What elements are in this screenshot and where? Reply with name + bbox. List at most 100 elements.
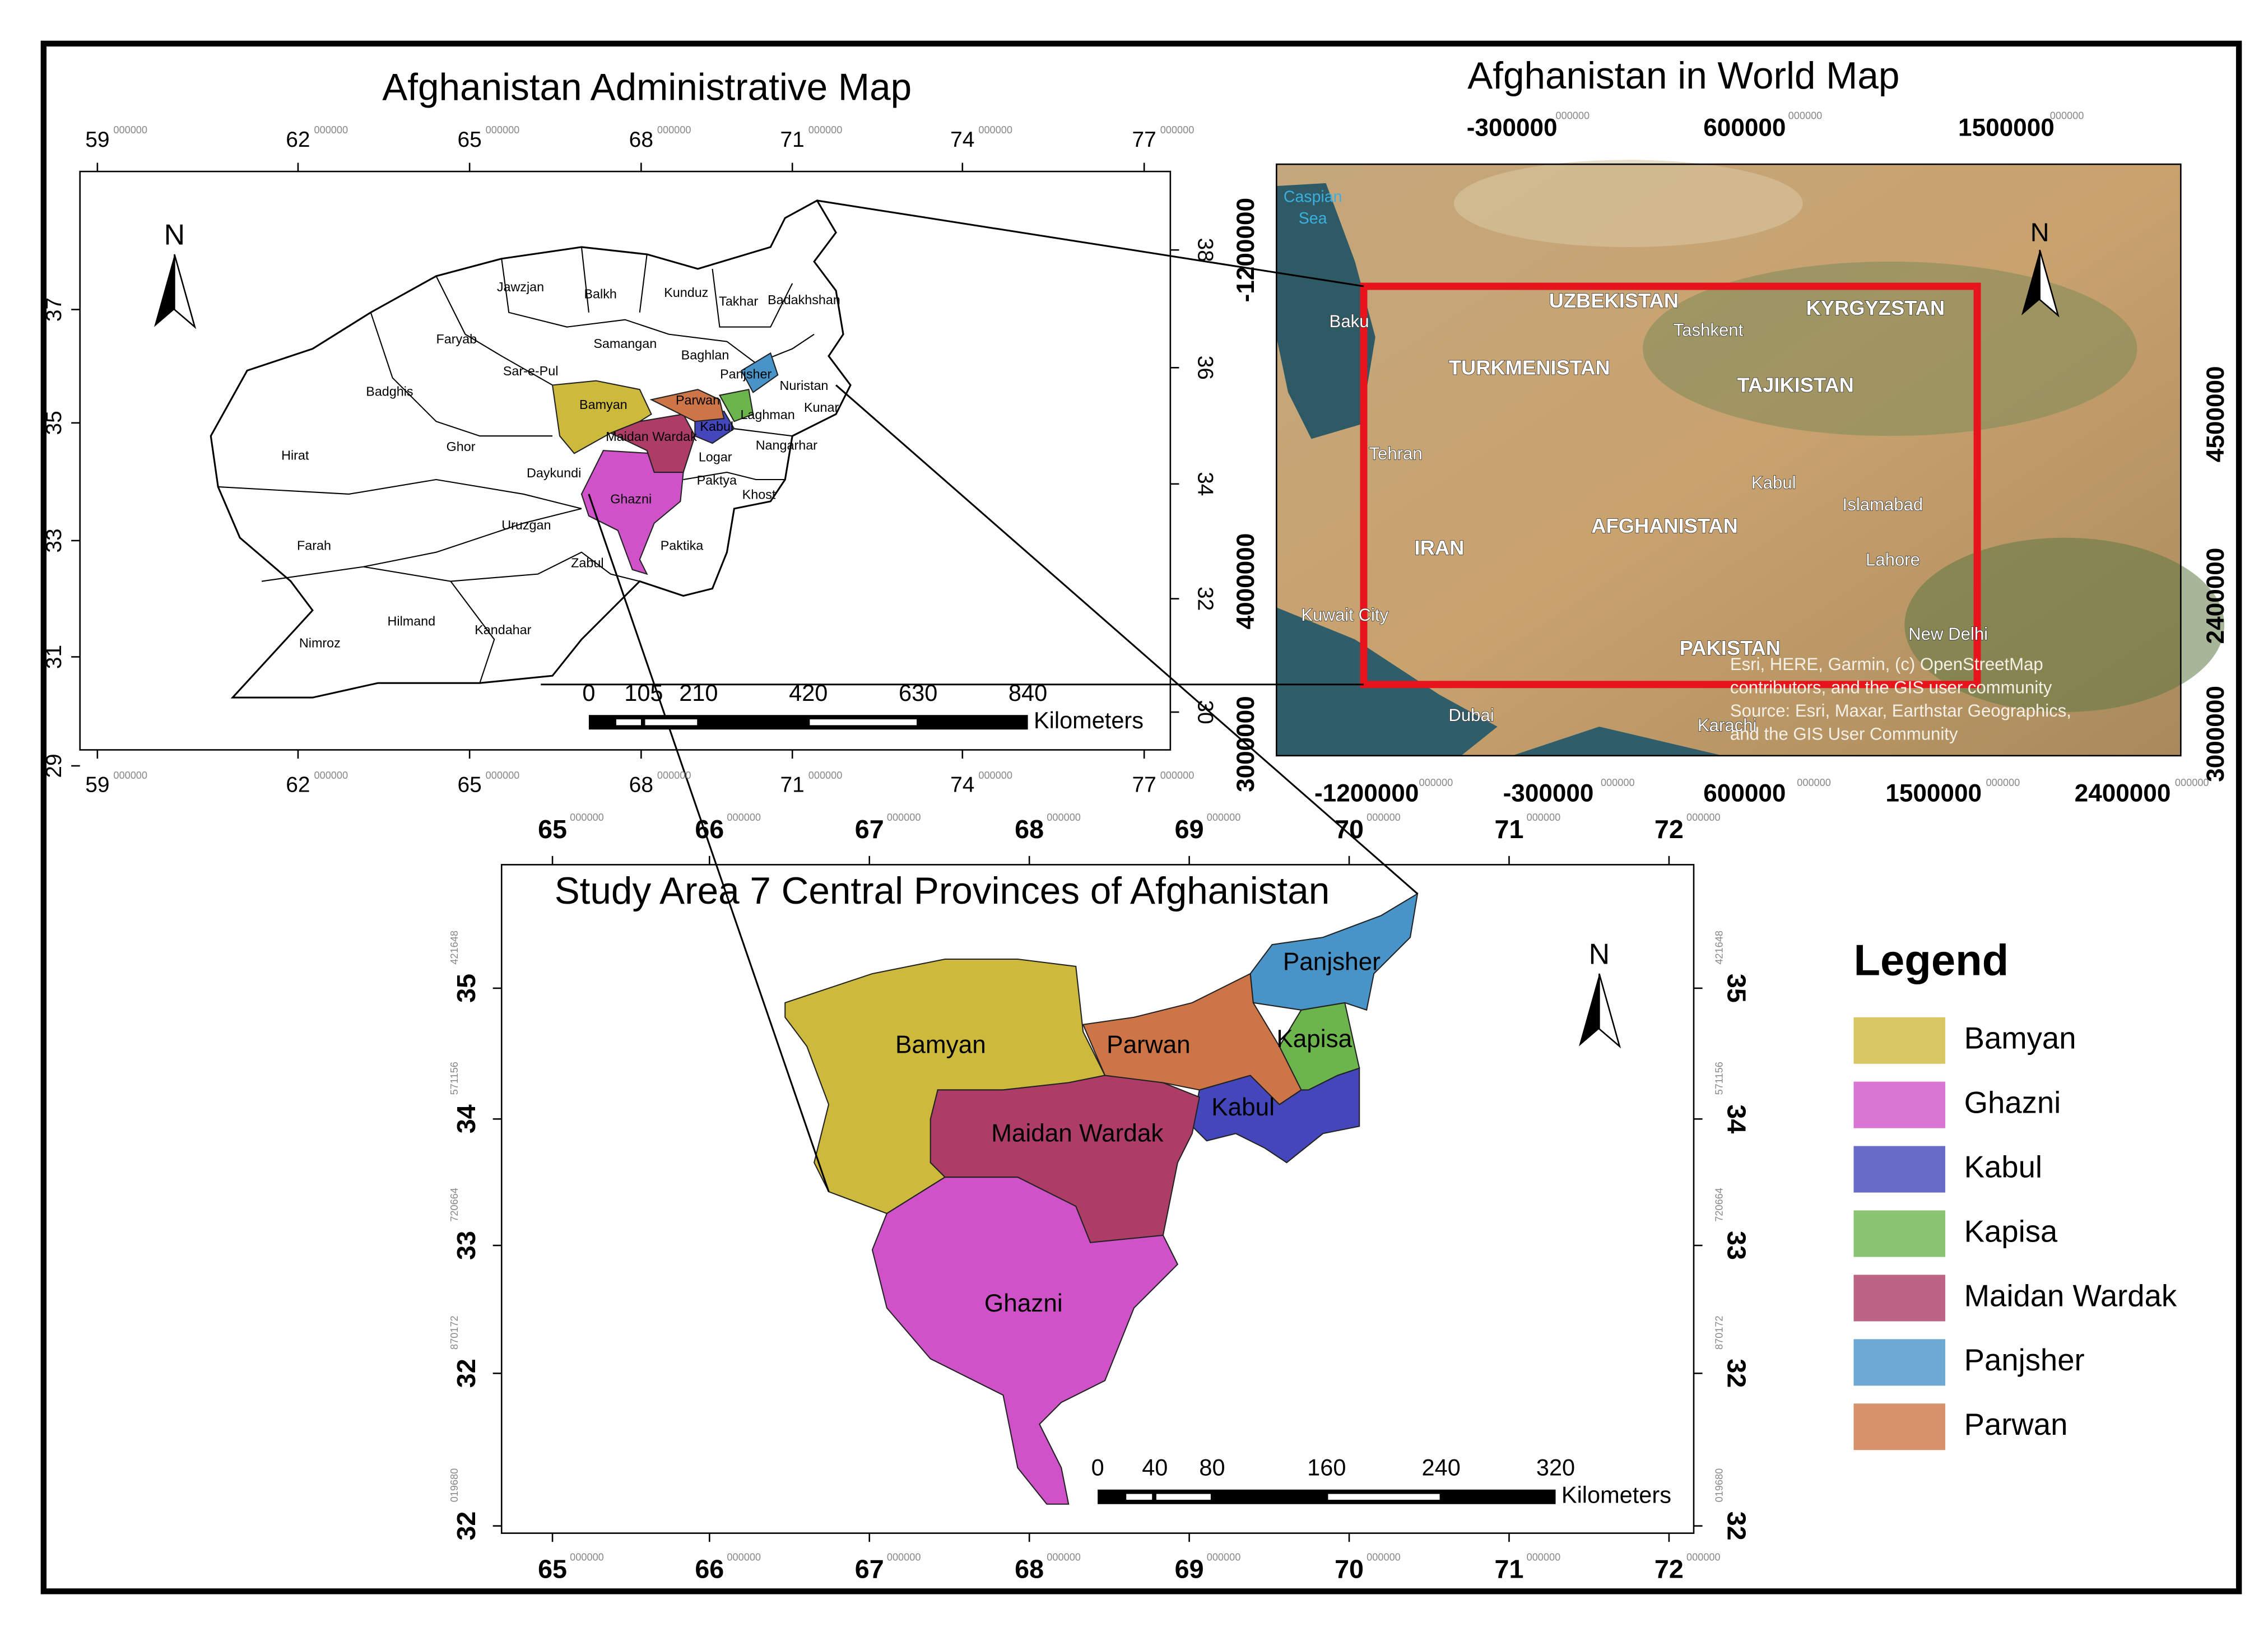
tick-suffix: 000000 [1601, 777, 1635, 788]
scale-label: 0 [1091, 1454, 1104, 1480]
y-tick-label: -1200000 [1232, 198, 1260, 302]
border [363, 508, 582, 568]
legend-label: Kapisa [1964, 1214, 2058, 1248]
province-label: Nimroz [299, 635, 341, 650]
province-label: Nangarhar [756, 438, 817, 453]
x-tick-label: 71 [780, 128, 805, 152]
y-tick-label: 2400000 [2202, 548, 2229, 644]
x-tick-label: 65 [457, 128, 481, 152]
province-label: Sar-e-Pul [503, 364, 559, 378]
legend-title: Legend [1853, 936, 2009, 984]
place-label: Sea [1299, 210, 1327, 227]
scale-label: 160 [1307, 1454, 1346, 1480]
place-label: Caspian [1284, 188, 1342, 206]
north-arrow-right [2039, 249, 2060, 318]
scale-bar-segment [1126, 1494, 1152, 1500]
y-tick-label: 3000000 [2202, 686, 2229, 782]
x-tick-label: 65 [457, 773, 481, 797]
province-label: Kabul [700, 419, 733, 434]
x-tick-label: 65 [538, 815, 567, 844]
province-label: Hirat [281, 448, 309, 463]
steppe [1453, 160, 1803, 247]
province-borders [218, 247, 815, 684]
province-label: Takhar [719, 294, 758, 309]
x-tick-label: 69 [1175, 815, 1204, 844]
place-label: UZBEKISTAN [1549, 289, 1679, 312]
y-tick-sublabel: 421648 [449, 931, 460, 965]
tick-suffix: 000000 [1047, 1552, 1081, 1563]
y-tick-sublabel: 571156 [1714, 1062, 1725, 1095]
x-tick-label: 68 [629, 773, 653, 797]
scale-label: 80 [1199, 1454, 1225, 1480]
place-label: AFGHANISTAN [1591, 514, 1738, 537]
y-tick-label: 4500000 [2202, 366, 2229, 462]
admin-province-fill [741, 352, 779, 393]
tick-suffix: 000000 [1797, 777, 1831, 788]
province-label: Jawzjan [497, 280, 544, 294]
y-tick-label: 32 [1722, 1512, 1751, 1541]
x-tick-label: 68 [1015, 1554, 1044, 1583]
y-tick-label: 33 [452, 1231, 481, 1260]
scale-label: 40 [1142, 1454, 1168, 1480]
tick-suffix: 000000 [887, 1552, 921, 1563]
tick-suffix: 000000 [1556, 110, 1590, 121]
y-tick-sublabel: 720664 [1714, 1188, 1725, 1222]
tick-suffix: 000000 [808, 770, 843, 781]
y-tick-label: 32 [1722, 1359, 1751, 1388]
province-label: Maidan Wardak [606, 429, 697, 444]
tick-suffix: 000000 [1160, 770, 1195, 781]
y-tick-sublabel: 421648 [1714, 931, 1725, 965]
legend-label: Parwan [1964, 1407, 2068, 1442]
tick-suffix: 000000 [113, 770, 147, 781]
y-tick-label: 33 [42, 528, 66, 552]
legend-swatch [1853, 1339, 1945, 1386]
north-arrow-left [1579, 973, 1600, 1047]
tick-suffix: 000000 [978, 124, 1012, 136]
y-tick-label: 32 [452, 1512, 481, 1541]
place-label: Kuwait City [1301, 605, 1388, 625]
north-arrow-right [1598, 973, 1621, 1049]
x-tick-label: 70 [1335, 815, 1364, 844]
y-tick-label: 34 [452, 1104, 481, 1133]
world-map-imagery [1276, 160, 2225, 756]
place-label: Kabul [1751, 473, 1796, 492]
province-label: Baghlan [681, 348, 729, 362]
place-label: Karachi [1698, 715, 1757, 735]
tick-suffix: 000000 [1527, 812, 1561, 823]
connector [835, 384, 1419, 895]
legend-label: Maidan Wardak [1964, 1278, 2177, 1313]
tick-suffix: 000000 [1047, 812, 1081, 823]
border [734, 428, 793, 437]
admin-province-fill [649, 389, 725, 422]
x-tick-label: 62 [286, 128, 310, 152]
connector [817, 199, 1364, 287]
y-tick-label: 34 [1193, 472, 1217, 496]
y-tick-sublabel: 019680 [449, 1468, 460, 1503]
admin-province-fill [609, 413, 696, 473]
legend-label: Bamyan [1964, 1021, 2076, 1056]
x-tick-label: 600000 [1703, 114, 1786, 142]
x-tick-label: 59 [85, 773, 109, 797]
y-tick-label: 4000000 [1232, 533, 1260, 630]
x-tick-label: 74 [950, 773, 974, 797]
y-tick-label: 30 [1193, 700, 1217, 724]
attribution: contributors, and the GIS user community [1730, 678, 2052, 698]
scale-label: 210 [679, 680, 718, 706]
y-tick-label: 29 [42, 754, 66, 778]
mountains [1643, 261, 2137, 436]
province-label: Khost [742, 487, 776, 502]
tick-suffix: 000000 [657, 770, 691, 781]
scale-label: 105 [624, 680, 663, 706]
legend-swatch [1853, 1081, 1945, 1128]
y-tick-sublabel: 870172 [449, 1315, 460, 1350]
x-tick-label: 65 [538, 1554, 567, 1583]
place-label: Dubai [1448, 705, 1494, 725]
x-tick-label: 69 [1175, 1554, 1204, 1583]
x-tick-label: 70 [1335, 1554, 1364, 1583]
y-tick-label: 35 [452, 974, 481, 1003]
province-label: Panjsher [1283, 948, 1381, 975]
x-tick-label: 67 [855, 1554, 884, 1583]
place-label: KYRGYZSTAN [1806, 296, 1945, 319]
x-tick-label: 77 [1132, 128, 1156, 152]
